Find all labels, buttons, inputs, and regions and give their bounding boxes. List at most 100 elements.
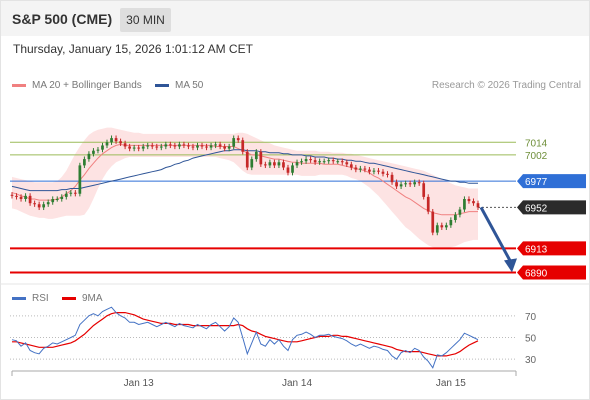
- candle-body: [110, 138, 113, 143]
- ma20-line: [11, 143, 478, 216]
- candle-body: [454, 214, 457, 220]
- candle-body: [404, 183, 407, 185]
- candle-body: [19, 196, 23, 199]
- candle-body: [449, 220, 453, 226]
- candle-body: [304, 159, 308, 162]
- candle-body: [178, 144, 181, 147]
- level-box-6952: [517, 200, 586, 215]
- forecast-arrow: [479, 206, 513, 264]
- candle-body: [354, 167, 358, 170]
- candle-body: [28, 195, 32, 204]
- rsi-swatch: [12, 296, 26, 300]
- candle-body: [123, 143, 127, 147]
- x-tick-jan-15: Jan 15: [436, 378, 466, 389]
- candle-body: [476, 203, 480, 208]
- legend-ma20: MA 20 + Bollinger Bands: [12, 80, 142, 91]
- candle-body: [92, 150, 95, 154]
- ma50-swatch: [155, 83, 169, 87]
- rsi-tick-30: 30: [525, 355, 537, 366]
- candle-body: [209, 145, 213, 148]
- 9ma-label: 9MA: [82, 293, 103, 304]
- candle-body: [73, 192, 77, 194]
- candle-body: [336, 161, 340, 163]
- candle-body: [236, 138, 240, 141]
- legend-rsi: RSI: [12, 293, 49, 304]
- candle-body: [218, 144, 222, 147]
- symbol-title: S&P 500 (CME): [12, 11, 113, 27]
- candle-body: [268, 162, 272, 166]
- candle-body: [440, 225, 444, 228]
- candle-body: [399, 184, 403, 187]
- level-label-6890: 6890: [525, 269, 548, 280]
- candle-body: [55, 199, 59, 200]
- candle-body: [196, 145, 199, 148]
- candle-body: [150, 145, 154, 147]
- candle-body: [381, 171, 385, 174]
- 9ma-swatch: [62, 296, 76, 300]
- candle-body: [368, 169, 371, 172]
- candle-body: [60, 196, 64, 199]
- level-box-6890: [517, 265, 586, 280]
- candle-body: [467, 199, 471, 202]
- candle-body: [458, 209, 462, 215]
- candle-body: [417, 182, 421, 184]
- candle-body: [264, 164, 267, 166]
- candle-body: [359, 168, 362, 170]
- candle-body: [286, 167, 290, 173]
- bollinger-band-area: [12, 127, 478, 250]
- candle-body: [15, 195, 18, 197]
- copyright-text: Research © 2026 Trading Central: [431, 80, 581, 91]
- candle-body: [146, 145, 150, 147]
- candle-body: [200, 145, 204, 147]
- candle-body: [96, 149, 100, 151]
- candle-body: [24, 195, 27, 199]
- candle-body: [300, 161, 303, 163]
- ma20-label: MA 20 + Bollinger Bands: [32, 80, 142, 91]
- candle-body: [51, 199, 55, 203]
- candle-body: [408, 183, 412, 185]
- candle-body: [223, 146, 226, 149]
- candle-body: [390, 174, 394, 183]
- candle-body: [78, 165, 82, 194]
- candle-body: [227, 146, 231, 149]
- x-tick-jan-13: Jan 13: [124, 378, 154, 389]
- candle-body: [472, 201, 475, 204]
- candle-body: [431, 211, 435, 233]
- candle-body: [132, 147, 136, 149]
- candle-body: [182, 144, 186, 146]
- candle-body: [187, 145, 190, 147]
- candle-body: [313, 160, 317, 163]
- candle-body: [250, 159, 254, 168]
- candle-body: [277, 162, 281, 166]
- candle-body: [69, 192, 73, 194]
- candle-body: [214, 144, 217, 146]
- candle-body: [422, 183, 426, 197]
- timestamp: Thursday, January 15, 2026 1:01:12 AM CE…: [13, 42, 253, 56]
- forecast-arrow-head: [504, 258, 517, 273]
- candle-body: [377, 170, 380, 172]
- ma20-swatch: [12, 83, 26, 87]
- candle-body: [291, 165, 294, 173]
- candle-body: [42, 204, 46, 208]
- candle-body: [245, 151, 249, 168]
- level-label-6977: 6977: [525, 177, 548, 188]
- candle-body: [349, 164, 353, 168]
- interval-button[interactable]: 30 MIN: [120, 8, 171, 32]
- ma50-line: [11, 149, 478, 192]
- level-box-6913: [517, 241, 586, 256]
- candle-body: [372, 170, 376, 172]
- rsi-label: RSI: [32, 293, 49, 304]
- candle-body: [33, 203, 36, 205]
- candle-body: [331, 160, 335, 162]
- candle-body: [327, 160, 331, 162]
- candle-body: [426, 196, 430, 212]
- candle-body: [322, 161, 326, 163]
- ma50-label: MA 50: [175, 80, 204, 91]
- legend-ma50: MA 50: [155, 80, 203, 91]
- candle-body: [191, 146, 195, 148]
- candle-body: [282, 162, 285, 168]
- candle-body: [444, 225, 448, 228]
- candle-body: [10, 194, 14, 196]
